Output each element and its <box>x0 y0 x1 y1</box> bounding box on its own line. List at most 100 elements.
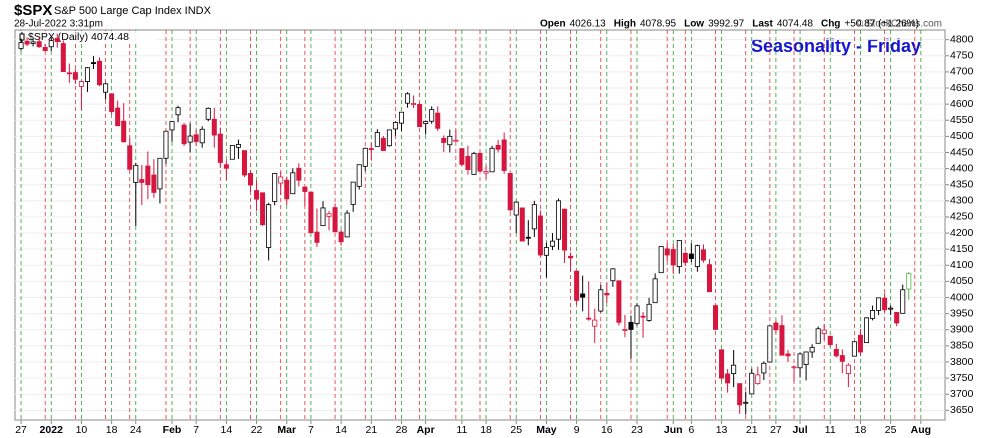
candle-body <box>175 107 181 116</box>
y-tick-label: 4000 <box>950 291 974 303</box>
candle-body <box>169 121 175 131</box>
candle-body <box>72 72 78 80</box>
candle-body <box>380 137 386 151</box>
candle-body <box>338 231 344 243</box>
x-tick-label: 18 <box>480 424 492 436</box>
candle-body <box>749 372 755 395</box>
candle-body <box>248 173 254 186</box>
candle-body <box>646 303 652 321</box>
quote-value: +50.87 (+1.26%) <box>844 19 919 30</box>
y-tick-label: 4700 <box>950 66 974 78</box>
candle-body <box>471 153 477 175</box>
x-tick-label: 23 <box>631 424 643 436</box>
y-tick-label: 3900 <box>950 324 974 336</box>
candle-body <box>888 307 894 310</box>
candle-body <box>187 135 193 143</box>
y-tick-label: 4550 <box>950 114 974 126</box>
candle-body <box>531 204 537 230</box>
candle-body <box>628 321 634 330</box>
candle-body <box>809 347 815 353</box>
annotation: Seasonality - Friday <box>751 36 921 56</box>
candle-body <box>260 192 266 226</box>
candle-body <box>362 147 368 167</box>
candle-body <box>688 253 694 259</box>
y-tick-label: 3850 <box>950 340 974 352</box>
candle-body <box>580 293 586 298</box>
quote-label: Chg <box>821 19 840 30</box>
candle-body <box>694 245 700 267</box>
candle-body <box>598 289 604 312</box>
candle-body <box>555 200 562 240</box>
candle-body <box>181 124 187 145</box>
candle-body <box>284 179 290 200</box>
candle-body <box>549 240 555 247</box>
candle-body <box>574 270 580 301</box>
candle-body <box>429 109 435 122</box>
candle-body <box>411 103 417 105</box>
x-tick-label: 27 <box>770 424 782 436</box>
candle-body <box>803 351 809 365</box>
x-tick-label: 13 <box>716 424 728 436</box>
candle-body <box>706 264 712 293</box>
candle-body <box>857 334 863 353</box>
x-tick-label: 28 <box>396 424 408 436</box>
candle-body <box>163 130 169 159</box>
candle-body <box>417 104 423 128</box>
candle-body <box>320 207 326 227</box>
candle-body <box>356 164 362 187</box>
candle-body <box>773 322 779 331</box>
quote-value: 4074.48 <box>777 19 814 30</box>
candle-body <box>109 93 115 112</box>
candle-body <box>465 155 471 170</box>
candle-body <box>513 201 519 216</box>
candle-body <box>392 122 398 130</box>
candle-body <box>664 248 670 256</box>
candle-body <box>36 41 42 48</box>
x-tick-label: 25 <box>885 424 897 436</box>
y-tick-label: 4400 <box>950 162 974 174</box>
candle-body <box>839 355 845 362</box>
candle-body <box>145 165 151 186</box>
candle-body <box>652 278 658 304</box>
candle-body <box>151 174 157 193</box>
candle-body <box>66 72 72 75</box>
candle-body <box>223 164 229 169</box>
candle-body <box>791 366 797 369</box>
candle-body <box>84 67 90 82</box>
candle-body <box>658 246 664 274</box>
x-tick-label: Mar <box>277 424 296 436</box>
x-tick-label: 10 <box>76 424 88 436</box>
y-tick-label: 3750 <box>950 372 974 384</box>
candle-body <box>344 212 350 238</box>
x-tick-label: Feb <box>163 424 182 436</box>
candle-body <box>537 215 543 256</box>
y-tick-label: 4100 <box>950 259 974 271</box>
candle-body <box>290 172 296 195</box>
candle-body <box>48 40 54 48</box>
candle-body <box>568 255 574 259</box>
x-tick-label: 21 <box>746 424 758 436</box>
candle-body <box>229 144 235 160</box>
candle-body <box>314 231 320 243</box>
candle-body <box>519 207 525 242</box>
x-tick-label: 7 <box>308 424 314 436</box>
legend: $SPX (Daily) 4074.48 <box>17 31 157 43</box>
y-tick-label: 4650 <box>950 82 974 94</box>
candle-body <box>845 364 851 374</box>
candle-body <box>592 319 598 327</box>
y-tick-label: 4250 <box>950 211 974 223</box>
candle-body <box>447 135 453 146</box>
candle-body <box>90 62 97 64</box>
candle-body <box>713 305 719 330</box>
candle-body <box>827 335 833 345</box>
candle-body <box>616 280 622 323</box>
candle-body <box>870 310 876 319</box>
x-tick-label: 27 <box>15 424 27 436</box>
candle-body <box>682 252 688 263</box>
symbol: $SPX <box>14 2 52 19</box>
candle-body <box>272 173 278 202</box>
candle-body <box>863 317 870 344</box>
candle-body <box>815 328 821 344</box>
candle-body <box>60 43 66 72</box>
x-tick-label: 24 <box>130 424 142 436</box>
